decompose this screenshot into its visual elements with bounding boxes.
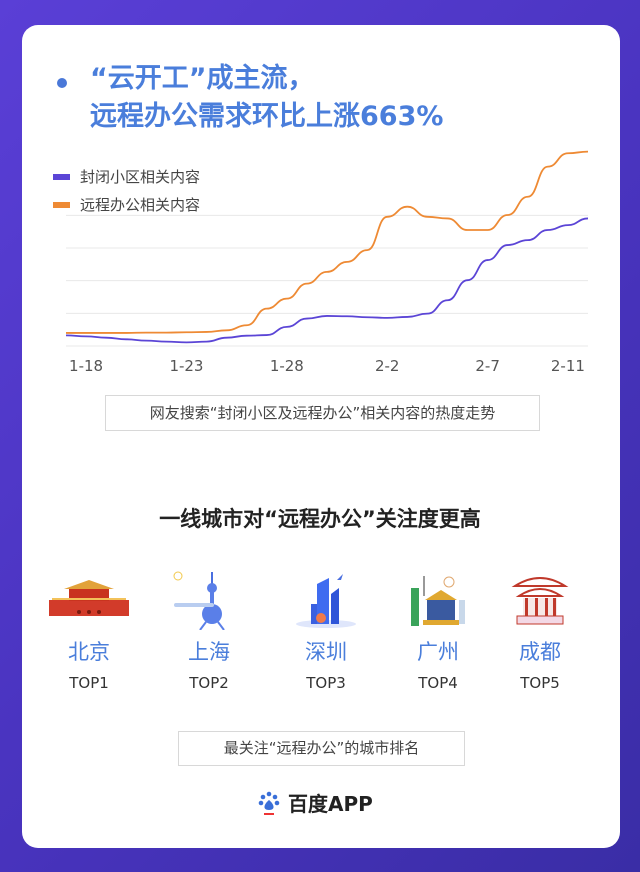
city-name: 北京 [68, 640, 110, 664]
legend-swatch [53, 173, 70, 180]
x-tick-label: 2-2 [375, 357, 400, 375]
brand-name: 百度APP [288, 792, 373, 816]
x-tick-label: 2-11 [551, 357, 585, 375]
x-tick-label: 1-28 [270, 357, 304, 375]
city-rank: TOP5 [520, 674, 560, 692]
cities-caption: 最关注“远程办公”的城市排名 [178, 731, 465, 766]
oriental-pearl-tower-icon [154, 570, 264, 631]
section-title: 一线城市对“远程办公”关注度更高 [159, 507, 481, 531]
city-rank: TOP3 [306, 674, 346, 692]
bullet-dot [57, 78, 67, 88]
content-card [22, 25, 620, 848]
city-item: 北京 TOP1 [34, 570, 144, 692]
city-rank: TOP1 [69, 674, 109, 692]
chart-caption: 网友搜索“封闭小区及远程办公”相关内容的热度走势 [105, 395, 540, 431]
city-item: 深圳 TOP3 [271, 570, 381, 692]
baidu-app-logo: 百度APP [258, 788, 373, 817]
x-tick-label: 2-7 [475, 357, 500, 375]
city-name: 广州 [417, 640, 459, 664]
legend-item-2: 远程办公相关内容 [53, 194, 200, 215]
city-name: 成都 [519, 640, 561, 664]
guangzhou-landmark-icon [383, 570, 493, 630]
pavilion-icon [485, 570, 595, 630]
page-title: “云开工”成主流， 远程办公需求环比上涨663% [90, 60, 443, 136]
x-tick-label: 1-18 [69, 357, 103, 375]
legend-swatch [53, 201, 70, 208]
city-name: 上海 [188, 640, 230, 664]
legend-label: 远程办公相关内容 [80, 196, 201, 214]
skyscraper-icon [271, 570, 381, 630]
city-item: 上海 TOP2 [154, 570, 264, 692]
tiananmen-icon [34, 570, 144, 630]
baidu-paw-icon [258, 791, 280, 815]
x-tick-label: 1-23 [169, 357, 203, 375]
legend-label: 封闭小区相关内容 [80, 168, 201, 186]
city-name: 深圳 [305, 640, 347, 664]
city-rank: TOP4 [418, 674, 458, 692]
city-item: 成都 TOP5 [485, 570, 595, 692]
legend-item-1: 封闭小区相关内容 [53, 166, 200, 187]
title-line-2: 远程办公需求环比上涨663% [90, 101, 444, 132]
title-line-1: “云开工”成主流， [90, 63, 315, 94]
city-rank: TOP2 [189, 674, 229, 692]
trend-chart: 1-18 1-23 1-28 2-2 2-7 2-11 [65, 150, 589, 375]
city-item: 广州 TOP4 [383, 570, 493, 692]
